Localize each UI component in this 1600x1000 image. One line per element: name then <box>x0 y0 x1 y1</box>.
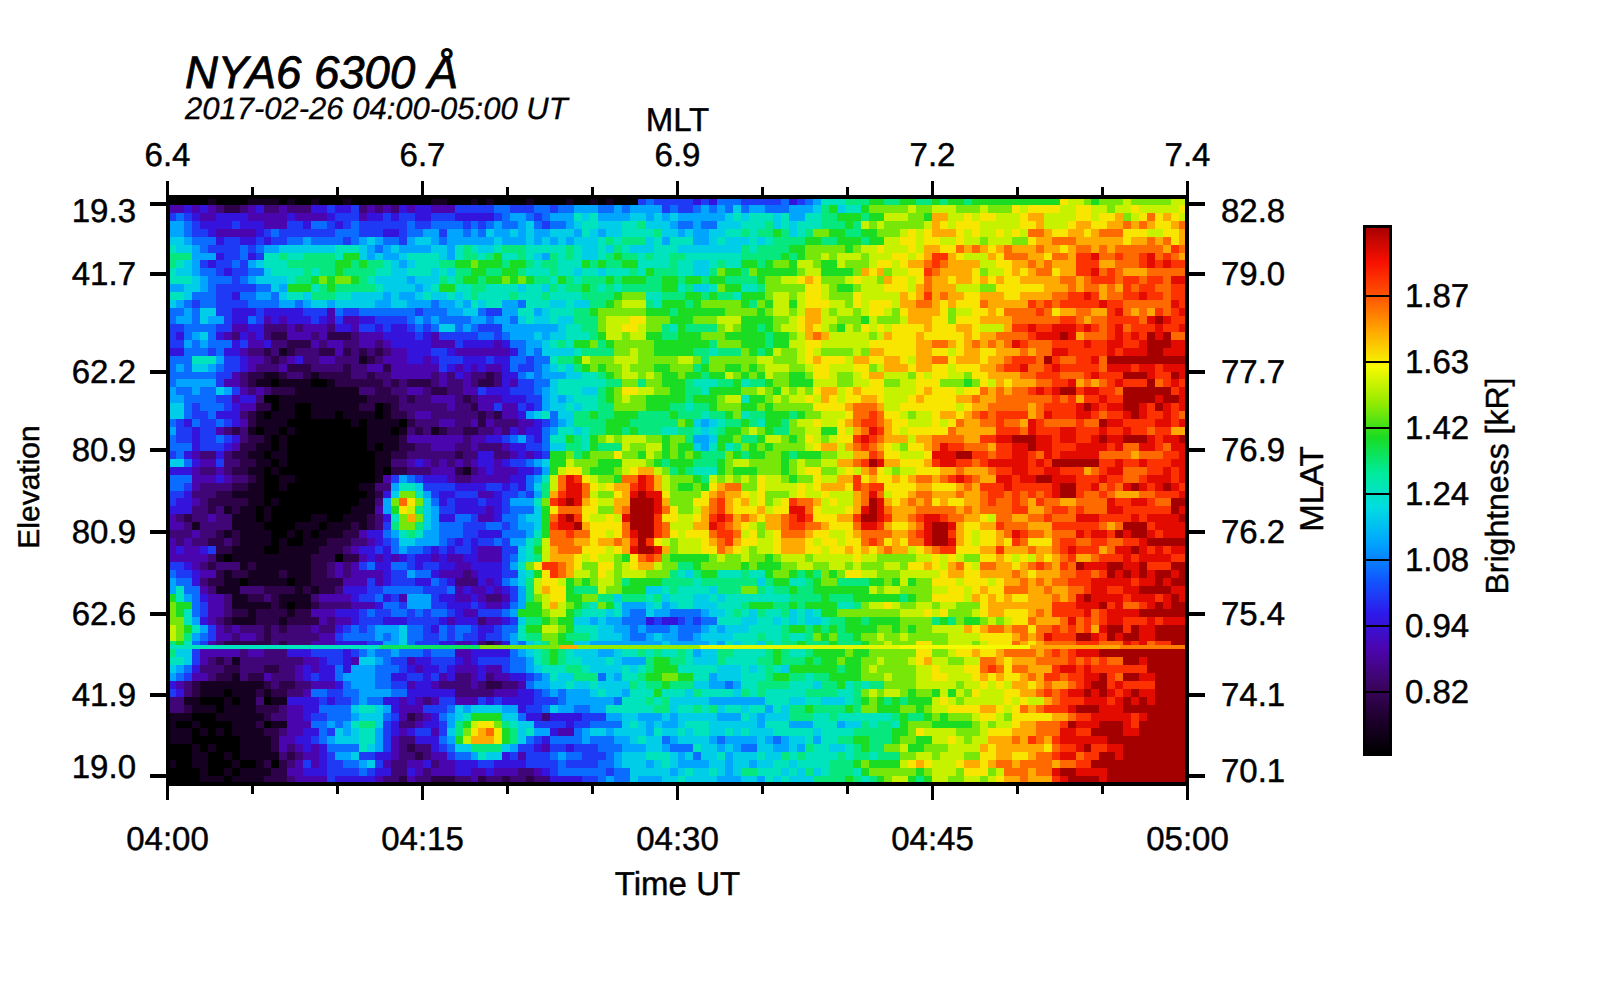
svg-text:76.2: 76.2 <box>1221 513 1285 550</box>
svg-text:41.9: 41.9 <box>72 676 136 713</box>
svg-text:05:00: 05:00 <box>1146 820 1229 857</box>
svg-text:1.08: 1.08 <box>1405 541 1469 578</box>
svg-text:Elevation: Elevation <box>13 425 46 548</box>
svg-text:1.24: 1.24 <box>1405 475 1469 512</box>
svg-text:41.7: 41.7 <box>72 255 136 292</box>
svg-text:MLAT: MLAT <box>1293 446 1330 532</box>
svg-text:76.9: 76.9 <box>1221 431 1285 468</box>
svg-text:6.9: 6.9 <box>655 136 701 173</box>
svg-text:6.7: 6.7 <box>400 136 446 173</box>
svg-text:82.8: 82.8 <box>1221 192 1285 229</box>
svg-text:77.7: 77.7 <box>1221 353 1285 390</box>
svg-text:19.0: 19.0 <box>72 748 136 785</box>
svg-text:79.0: 79.0 <box>1221 255 1285 292</box>
svg-text:1.87: 1.87 <box>1405 277 1469 314</box>
svg-text:6.4: 6.4 <box>145 136 191 173</box>
svg-text:75.4: 75.4 <box>1221 595 1285 632</box>
svg-text:62.6: 62.6 <box>72 595 136 632</box>
svg-text:Brightness [kR]: Brightness [kR] <box>1479 378 1515 595</box>
svg-text:80.9: 80.9 <box>72 431 136 468</box>
svg-text:74.1: 74.1 <box>1221 676 1285 713</box>
svg-text:7.2: 7.2 <box>910 136 956 173</box>
svg-text:MLT: MLT <box>646 101 710 138</box>
svg-text:04:15: 04:15 <box>381 820 464 857</box>
svg-text:62.2: 62.2 <box>72 353 136 390</box>
svg-text:1.42: 1.42 <box>1405 409 1469 446</box>
svg-text:1.63: 1.63 <box>1405 343 1469 380</box>
svg-text:19.3: 19.3 <box>72 192 136 229</box>
svg-text:0.94: 0.94 <box>1405 607 1469 644</box>
svg-text:04:00: 04:00 <box>126 820 209 857</box>
svg-text:70.1: 70.1 <box>1221 752 1285 789</box>
svg-text:04:45: 04:45 <box>891 820 974 857</box>
svg-text:04:30: 04:30 <box>636 820 719 857</box>
svg-text:2017-02-26 04:00-05:00 UT: 2017-02-26 04:00-05:00 UT <box>184 91 570 126</box>
svg-text:0.82: 0.82 <box>1405 673 1469 710</box>
svg-text:Time UT: Time UT <box>615 865 740 902</box>
svg-text:7.4: 7.4 <box>1165 136 1211 173</box>
svg-text:80.9: 80.9 <box>72 513 136 550</box>
